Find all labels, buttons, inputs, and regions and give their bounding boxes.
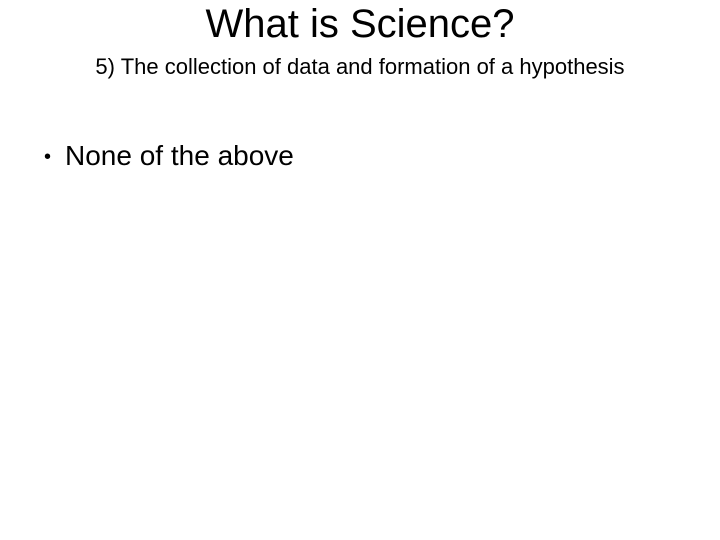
slide: What is Science? 5) The collection of da… <box>0 0 720 540</box>
bullet-item: • None of the above <box>44 140 294 173</box>
slide-subtitle: 5) The collection of data and formation … <box>0 54 720 80</box>
bullet-text: None of the above <box>65 140 294 172</box>
bullet-marker-icon: • <box>44 143 51 171</box>
slide-title: What is Science? <box>0 2 720 47</box>
